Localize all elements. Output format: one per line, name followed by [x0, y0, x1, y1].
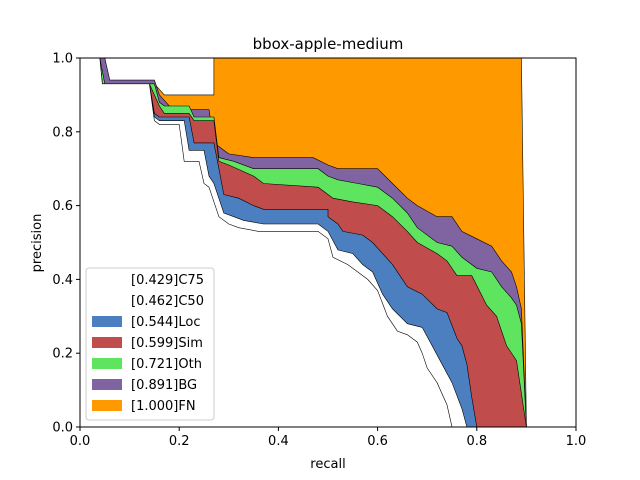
chart-title: bbox-apple-medium: [253, 35, 404, 53]
y-tick-label: 0.6: [52, 199, 73, 214]
x-axis: 0.0 0.2 0.4 0.6 0.8 1.0: [70, 427, 587, 449]
x-tick-label: 0.0: [70, 434, 91, 449]
x-axis-label: recall: [310, 457, 345, 472]
legend-swatch: [92, 274, 122, 285]
legend-label: [0.544]Loc: [131, 315, 200, 330]
legend-swatch: [92, 400, 122, 411]
y-axis: 0.0 0.2 0.4 0.6 0.8 1.0: [52, 52, 80, 436]
legend-swatch: [92, 316, 122, 327]
x-tick-label: 0.4: [268, 434, 289, 449]
x-tick-label: 1.0: [566, 434, 587, 449]
y-tick-label: 0.4: [52, 273, 73, 288]
y-tick-label: 0.8: [52, 125, 73, 140]
x-tick-label: 0.6: [367, 434, 388, 449]
y-tick-label: 0.2: [52, 347, 73, 362]
legend-swatch: [92, 337, 122, 348]
x-tick-label: 0.2: [169, 434, 190, 449]
y-axis-label: precision: [30, 214, 45, 273]
legend-swatch: [92, 358, 122, 369]
y-tick-label: 0.0: [52, 421, 73, 436]
y-tick-label: 1.0: [52, 52, 73, 67]
legend-label: [0.891]BG: [131, 378, 197, 393]
legend-swatch: [92, 295, 122, 306]
legend-label: [1.000]FN: [131, 399, 196, 414]
x-tick-label: 0.8: [466, 434, 487, 449]
legend-swatch: [92, 379, 122, 390]
legend-label: [0.429]C75: [131, 273, 204, 288]
legend-label: [0.462]C50: [131, 294, 204, 309]
legend-label: [0.721]Oth: [131, 357, 202, 372]
legend-label: [0.599]Sim: [131, 336, 203, 351]
plot-frame: [79, 57, 577, 428]
legend: [0.429]C75 [0.462]C50 [0.544]Loc [0.599]Sim…: [85, 267, 215, 421]
